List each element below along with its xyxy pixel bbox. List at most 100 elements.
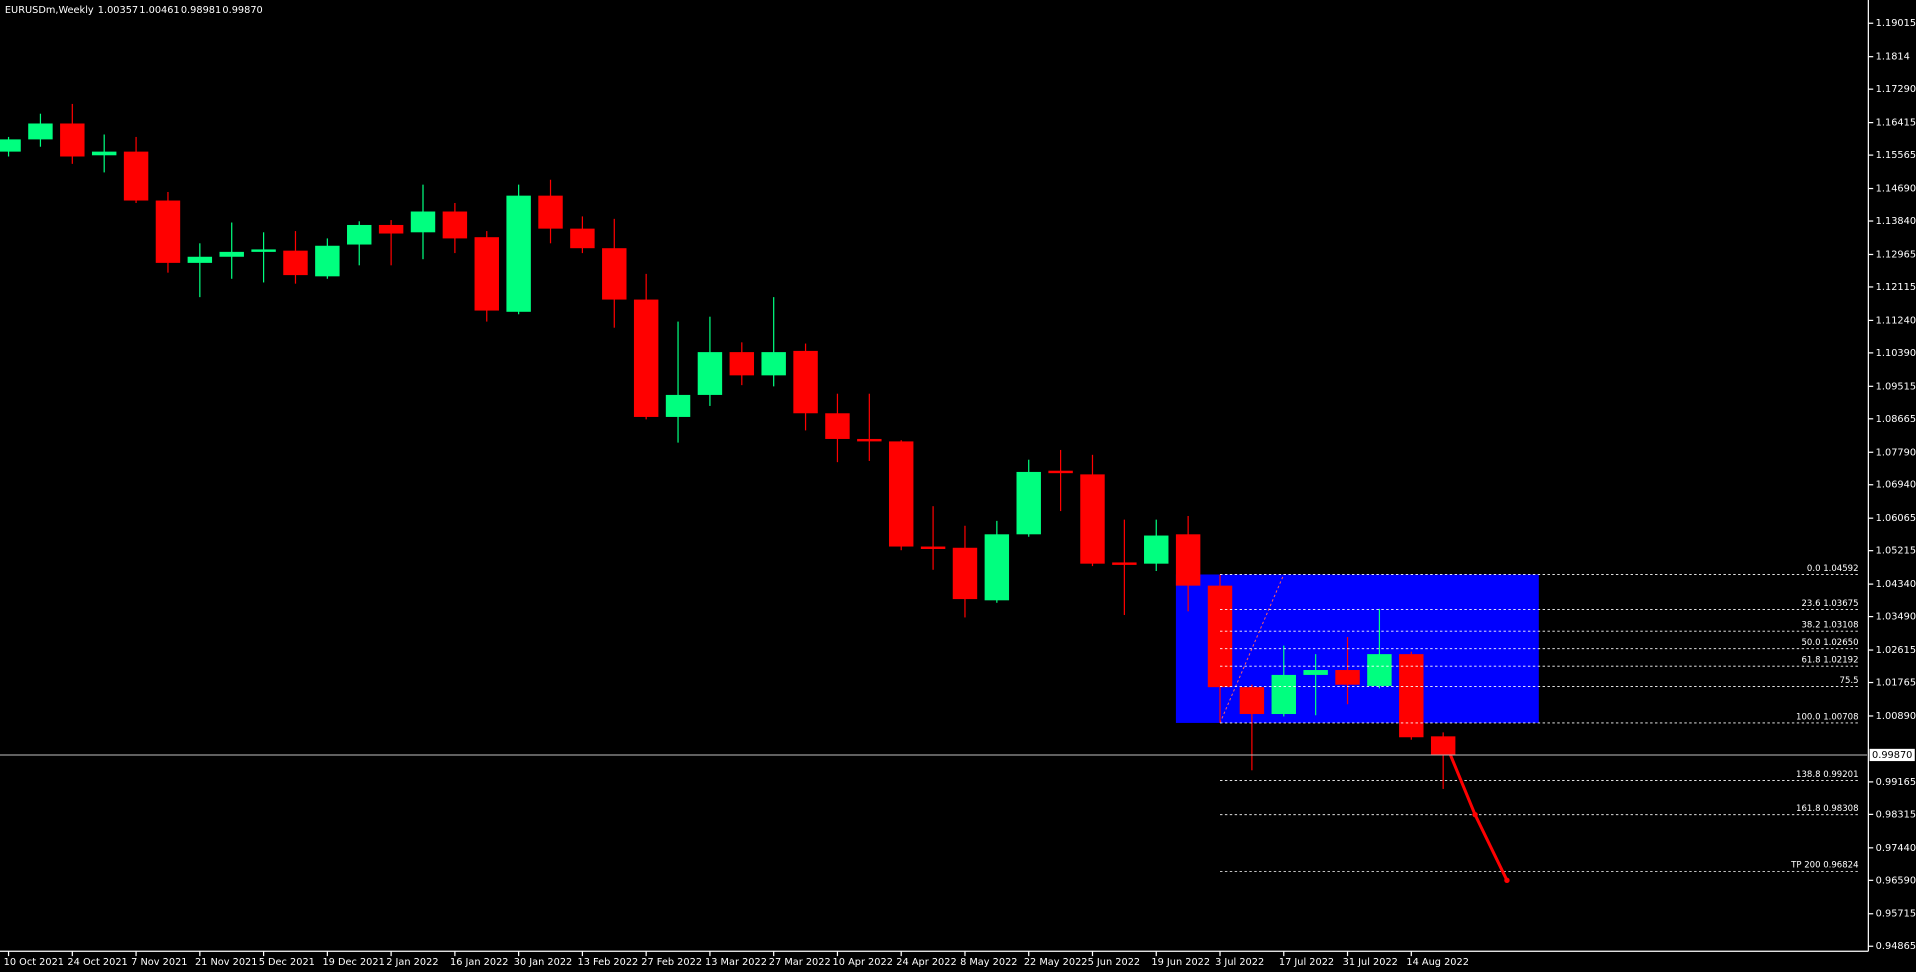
- candle-body: [187, 256, 213, 263]
- candle-body: [1016, 471, 1041, 535]
- x-tick-label: 13 Feb 2022: [578, 957, 639, 968]
- candle-body: [602, 248, 627, 300]
- y-tick-label: 0.94865: [1876, 941, 1916, 952]
- fib-label: 75.5: [1840, 676, 1859, 686]
- x-tick-label: 8 May 2022: [960, 957, 1017, 968]
- candle-body: [920, 546, 946, 549]
- y-tick-label: 1.12965: [1876, 249, 1916, 260]
- candle-body: [442, 211, 468, 239]
- y-tick-label: 0.99165: [1876, 777, 1916, 788]
- x-tick-label: 31 Jul 2022: [1343, 957, 1398, 968]
- header-quote: 0.98981: [181, 5, 221, 16]
- fib-label: 138.8 0.99201: [1796, 770, 1859, 780]
- candle-body: [761, 352, 786, 376]
- candle-body: [1367, 654, 1392, 686]
- x-tick-label: 10 Oct 2021: [4, 957, 64, 968]
- x-tick-label: 3 Jul 2022: [1215, 957, 1264, 968]
- x-tick-label: 19 Dec 2021: [322, 957, 384, 968]
- y-tick-label: 1.12115: [1876, 282, 1916, 293]
- candle-body: [410, 211, 436, 233]
- x-tick-label: 10 Apr 2022: [833, 957, 893, 968]
- y-tick-label: 1.02615: [1876, 645, 1916, 656]
- candle-body: [60, 123, 85, 157]
- fib-label: 0.0 1.04592: [1807, 564, 1859, 574]
- y-tick-label: 1.06940: [1876, 480, 1916, 491]
- current-price-box: [1869, 748, 1915, 762]
- x-tick-label: 27 Mar 2022: [769, 957, 831, 968]
- current-price-label: 0.99870: [1872, 750, 1912, 761]
- candle-body: [984, 534, 1010, 601]
- y-tick-label: 1.07790: [1876, 447, 1916, 458]
- header-quote: 1.00461: [139, 5, 179, 16]
- candle-body: [1175, 534, 1201, 586]
- candle-body: [888, 441, 914, 547]
- candle-body: [1239, 687, 1265, 715]
- candle-body: [793, 350, 818, 414]
- candle-body: [219, 251, 244, 257]
- candle-body: [570, 228, 595, 249]
- y-tick-label: 1.01765: [1876, 678, 1916, 689]
- x-tick-label: 5 Jun 2022: [1088, 957, 1141, 968]
- candle-body: [1048, 470, 1073, 474]
- header-quote: 1.00357: [98, 5, 138, 16]
- candle-body: [474, 237, 499, 311]
- header-quote: 0.99870: [222, 5, 262, 16]
- x-tick-label: 2 Jan 2022: [386, 957, 438, 968]
- candle-body: [1207, 585, 1233, 688]
- y-tick-label: 1.10390: [1876, 348, 1916, 359]
- y-tick-label: 0.96590: [1876, 875, 1916, 886]
- candle-body: [378, 224, 404, 234]
- y-tick-label: 1.16415: [1876, 118, 1916, 129]
- candle-body: [1080, 474, 1105, 564]
- x-tick-label: 27 Feb 2022: [641, 957, 702, 968]
- candle-body: [825, 413, 850, 439]
- y-tick-label: 1.17290: [1876, 84, 1916, 95]
- symbol-label: EURUSDm,Weekly: [5, 5, 94, 16]
- candle-body: [123, 151, 149, 201]
- fib-label: 61.8 1.02192: [1801, 656, 1858, 666]
- fib-label: 38.2 1.03108: [1801, 621, 1858, 631]
- fib-label: TP 200 0.96824: [1790, 861, 1858, 871]
- candle-body: [506, 195, 531, 312]
- candle-body: [633, 299, 659, 417]
- candle-body: [857, 438, 882, 442]
- x-tick-label: 16 Jan 2022: [450, 957, 509, 968]
- candle-body: [1399, 654, 1424, 738]
- candle-body: [315, 245, 340, 277]
- x-tick-label: 5 Dec 2021: [259, 957, 315, 968]
- candle-body: [347, 224, 372, 245]
- x-tick-label: 22 May 2022: [1024, 957, 1088, 968]
- x-tick-label: 30 Jan 2022: [514, 957, 573, 968]
- candle-body: [1271, 674, 1296, 715]
- candle-body: [91, 151, 117, 156]
- candle-body: [251, 249, 276, 252]
- y-tick-label: 1.14690: [1876, 184, 1916, 195]
- y-tick-label: 1.00890: [1876, 711, 1916, 722]
- candle-body: [0, 139, 21, 152]
- candle-body: [952, 547, 978, 600]
- y-tick-label: 1.13840: [1876, 216, 1916, 227]
- y-tick-label: 0.95715: [1876, 909, 1916, 920]
- y-tick-label: 1.06065: [1876, 513, 1916, 524]
- x-tick-label: 17 Jul 2022: [1279, 957, 1334, 968]
- candle-body: [283, 250, 308, 276]
- x-tick-label: 24 Oct 2021: [67, 957, 127, 968]
- y-tick-label: 1.03490: [1876, 612, 1916, 623]
- y-tick-label: 1.09515: [1876, 381, 1916, 392]
- candle-body: [1112, 562, 1137, 565]
- fib-label: 161.8 0.98308: [1796, 804, 1859, 814]
- y-tick-label: 1.11240: [1876, 315, 1916, 326]
- fib-label: 23.6 1.03675: [1801, 599, 1858, 609]
- x-tick-label: 13 Mar 2022: [705, 957, 767, 968]
- projection-point: [1472, 811, 1478, 818]
- candle-body: [1303, 670, 1328, 675]
- y-tick-label: 1.08665: [1876, 414, 1916, 425]
- y-tick-label: 0.97440: [1876, 843, 1916, 854]
- x-tick-label: 24 Apr 2022: [896, 957, 956, 968]
- fib-label: 100.0 1.00708: [1796, 712, 1859, 722]
- candle-body: [28, 123, 53, 140]
- y-tick-label: 0.98315: [1876, 809, 1916, 820]
- y-tick-label: 1.04340: [1876, 579, 1916, 590]
